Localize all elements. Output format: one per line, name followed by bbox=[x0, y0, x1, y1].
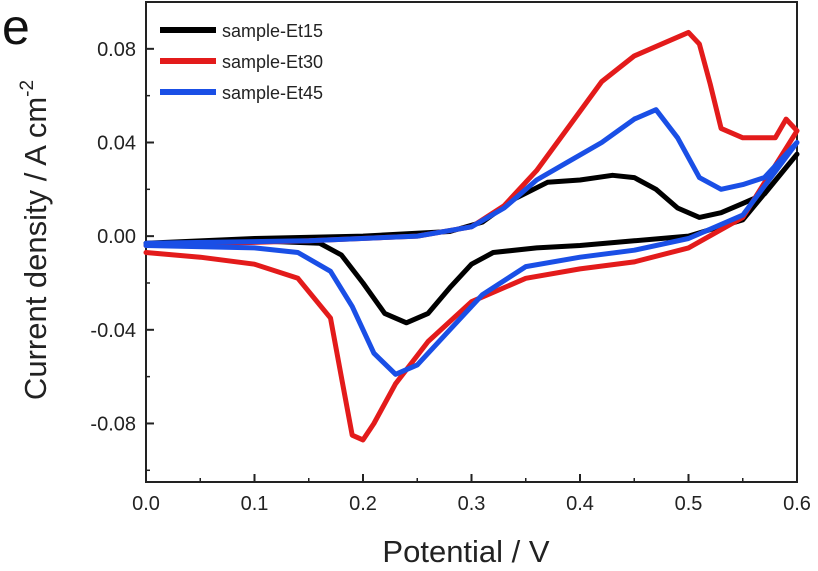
x-tick-label: 0.6 bbox=[783, 493, 811, 515]
y-tick-label: 0.00 bbox=[97, 226, 136, 248]
y-tick-label: -0.04 bbox=[90, 320, 136, 342]
x-axis-title: Potential / V bbox=[382, 534, 549, 569]
legend-label: sample-Et30 bbox=[222, 52, 323, 72]
x-tick-label: 0.4 bbox=[566, 493, 594, 515]
series-line-sample-Et15 bbox=[143, 151, 800, 326]
legend-label: sample-Et45 bbox=[222, 83, 323, 103]
legend: sample-Et15 sample-Et30 sample-Et45 bbox=[160, 21, 323, 103]
series-line-sample-Et30 bbox=[143, 29, 800, 443]
series-group bbox=[143, 29, 800, 443]
y-axis-title: Current density / A cm-2 bbox=[17, 80, 53, 400]
y-axis-title-superscript: -2 bbox=[17, 80, 38, 97]
x-tick-label: 0.5 bbox=[675, 493, 703, 515]
x-tick-label: 0.0 bbox=[132, 493, 160, 515]
x-tick-label: 0.2 bbox=[349, 493, 377, 515]
ticks-group: 0.0 0.1 0.2 0.3 0.4 0.5 0.6 -0.08 -0.04 0.00 0.04 0… bbox=[90, 1, 811, 515]
y-tick-label: 0.04 bbox=[97, 132, 136, 154]
panel-label: e bbox=[2, 0, 30, 55]
y-tick-label: 0.08 bbox=[97, 39, 136, 61]
plot-area: 0.0 0.1 0.2 0.3 0.4 0.5 0.6 -0.08 -0.04 0.00 0.04 0… bbox=[90, 1, 811, 515]
y-axis-title-main: Current density / A cm bbox=[18, 97, 53, 400]
x-tick-label: 0.3 bbox=[458, 493, 486, 515]
x-tick-label: 0.1 bbox=[241, 493, 269, 515]
legend-label: sample-Et15 bbox=[222, 21, 323, 41]
series-line-sample-Et45 bbox=[143, 107, 800, 377]
y-tick-label: -0.08 bbox=[90, 413, 136, 435]
